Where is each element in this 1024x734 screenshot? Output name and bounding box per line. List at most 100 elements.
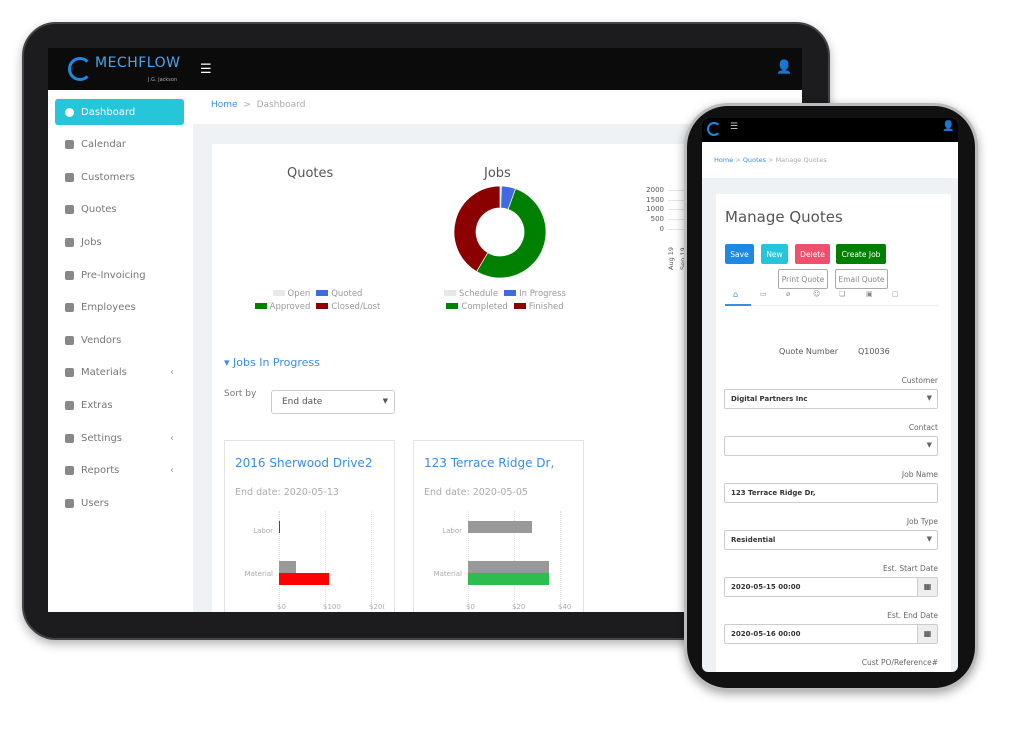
gridline	[279, 511, 280, 603]
legend-item[interactable]: Quoted	[310, 289, 362, 299]
caret-icon: ▼	[382, 397, 388, 405]
new-button[interactable]: New	[761, 244, 788, 264]
sidebar-item-label: Users	[81, 497, 110, 509]
breadcrumb-sep: >	[243, 100, 251, 110]
sidebar-item-extras[interactable]: Extras	[55, 392, 184, 418]
legend-label: Finished	[528, 302, 564, 312]
end-date-input[interactable]: 2020-05-16 00:00 ▦	[724, 624, 938, 644]
end-date-label: Est. End Date	[887, 611, 938, 620]
breadcrumb-quotes[interactable]: Quotes	[742, 156, 766, 164]
sidebar-item-vendors[interactable]: Vendors	[55, 327, 184, 353]
bar-material[interactable]	[279, 561, 296, 573]
chevron-left-icon: ‹	[170, 465, 174, 477]
sidebar-item-settings[interactable]: Settings ‹	[55, 425, 184, 451]
job-card[interactable]: 2016 Sherwood Drive2 End date: 2020-05-1…	[224, 440, 395, 612]
job-title[interactable]: 2016 Sherwood Drive2	[235, 456, 373, 470]
calendar-icon[interactable]: ▦	[917, 578, 937, 596]
sidebar-item-materials[interactable]: Materials ‹	[55, 360, 184, 386]
sort-value: End date	[282, 397, 323, 407]
sidebar-item-pre-invoicing[interactable]: Pre-Invoicing	[55, 262, 184, 288]
tab-calendar-icon[interactable]: ▢	[892, 290, 899, 298]
bar-material[interactable]	[279, 573, 329, 585]
donut-slice-finished[interactable]	[453, 185, 501, 273]
bar-labor[interactable]	[279, 521, 280, 533]
legend-item[interactable]: Closed/Lost	[310, 302, 380, 312]
caret-icon: ▼	[926, 535, 932, 543]
bar-material[interactable]	[468, 573, 549, 585]
sidebar-item-jobs[interactable]: Jobs	[55, 229, 184, 255]
x-tick: $100	[323, 603, 341, 611]
bar-labor[interactable]	[468, 521, 533, 533]
create-job-button[interactable]: Create Job	[836, 244, 886, 264]
page-title: Manage Quotes	[725, 208, 843, 226]
customers-icon	[65, 172, 74, 182]
sort-select[interactable]: End date ▼	[271, 390, 395, 414]
user-icon[interactable]: 👤	[942, 121, 955, 132]
customer-select[interactable]: Digital Partners Inc ▼	[724, 389, 938, 409]
sidebar-item-customers[interactable]: Customers	[55, 164, 184, 190]
tab-person-icon[interactable]: ☺	[813, 290, 821, 298]
x-tick: Aug 19	[667, 246, 675, 270]
pre-invoicing-icon	[65, 270, 74, 280]
customer-value: Digital Partners Inc	[731, 395, 808, 403]
y-tick: 2000	[646, 186, 664, 194]
sidebar-item-users[interactable]: Users	[55, 490, 184, 516]
legend-label: In Progress	[519, 289, 566, 299]
sidebar-item-calendar[interactable]: Calendar	[55, 132, 184, 158]
legend-item[interactable]: Approved	[249, 302, 310, 312]
job-type-select[interactable]: Residential ▼	[724, 530, 938, 550]
donut-slice-completed[interactable]	[476, 188, 547, 279]
jobs-in-progress-toggle[interactable]: ▾ Jobs In Progress	[224, 356, 320, 369]
menu-icon[interactable]: ☰	[730, 122, 739, 132]
calendar-icon[interactable]: ▦	[917, 625, 937, 643]
tab-chat-icon[interactable]: ❏	[839, 290, 846, 298]
sidebar-item-employees[interactable]: Employees	[55, 295, 184, 321]
gridline	[325, 511, 326, 603]
chevron-left-icon: ‹	[170, 367, 174, 379]
email-quote-button[interactable]: Email Quote	[835, 269, 888, 289]
sidebar-item-reports[interactable]: Reports ‹	[55, 458, 184, 484]
materials-icon	[65, 368, 74, 378]
tablet-screen: MECHFLOW J.G. Jackson ☰ 👤 Dashboard Calen…	[48, 48, 802, 612]
sidebar-item-label: Extras	[81, 399, 113, 411]
legend-item[interactable]: Open	[267, 289, 310, 299]
users-icon	[65, 498, 74, 508]
job-card[interactable]: 123 Terrace Ridge Dr, End date: 2020-05-…	[413, 440, 584, 612]
contact-label: Contact	[908, 423, 938, 432]
legend-item[interactable]: Completed	[440, 302, 508, 312]
y-tick: Labor	[253, 527, 273, 535]
breadcrumb-home[interactable]: Home	[211, 100, 238, 110]
delete-button[interactable]: Delete	[795, 244, 830, 264]
legend-swatch	[316, 303, 329, 309]
gridline	[560, 511, 561, 603]
quotes-chart-title: Quotes	[287, 166, 334, 181]
dashboard-icon	[65, 107, 74, 117]
legend-item[interactable]: In Progress	[498, 289, 566, 299]
user-icon[interactable]: 👤	[776, 60, 793, 75]
tab-attachment-icon[interactable]: ⌀	[786, 290, 791, 298]
breadcrumb-home[interactable]: Home	[714, 156, 734, 164]
sidebar-item-dashboard[interactable]: Dashboard	[55, 99, 184, 125]
jobs-donut-chart	[453, 185, 547, 279]
legend-item[interactable]: Finished	[508, 302, 564, 312]
y-tick: Material	[433, 570, 462, 578]
legend-label: Quoted	[331, 289, 363, 299]
tab-card-icon[interactable]: ▭	[760, 290, 767, 298]
save-button[interactable]: Save	[725, 244, 754, 264]
start-date-input[interactable]: 2020-05-15 00:00 ▦	[724, 577, 938, 597]
tab-home-icon[interactable]: ⌂	[733, 290, 739, 299]
job-title[interactable]: 123 Terrace Ridge Dr,	[424, 456, 555, 470]
tab-image-icon[interactable]: ▣	[866, 290, 873, 298]
job-name-input[interactable]: 123 Terrace Ridge Dr,	[724, 483, 938, 503]
caret-icon: ▼	[926, 441, 932, 449]
contact-select[interactable]: ▼	[724, 436, 938, 456]
sidebar-item-quotes[interactable]: Quotes	[55, 197, 184, 223]
legend-item[interactable]: Schedule	[438, 289, 498, 299]
menu-icon[interactable]: ☰	[200, 62, 212, 77]
sidebar: Dashboard Calendar Customers Quotes Jobs Pre-…	[48, 90, 193, 612]
legend-swatch	[316, 290, 329, 296]
bar-material[interactable]	[468, 561, 549, 573]
sidebar-item-label: Vendors	[81, 334, 122, 346]
print-quote-button[interactable]: Print Quote	[778, 269, 828, 289]
gridline	[468, 511, 469, 603]
